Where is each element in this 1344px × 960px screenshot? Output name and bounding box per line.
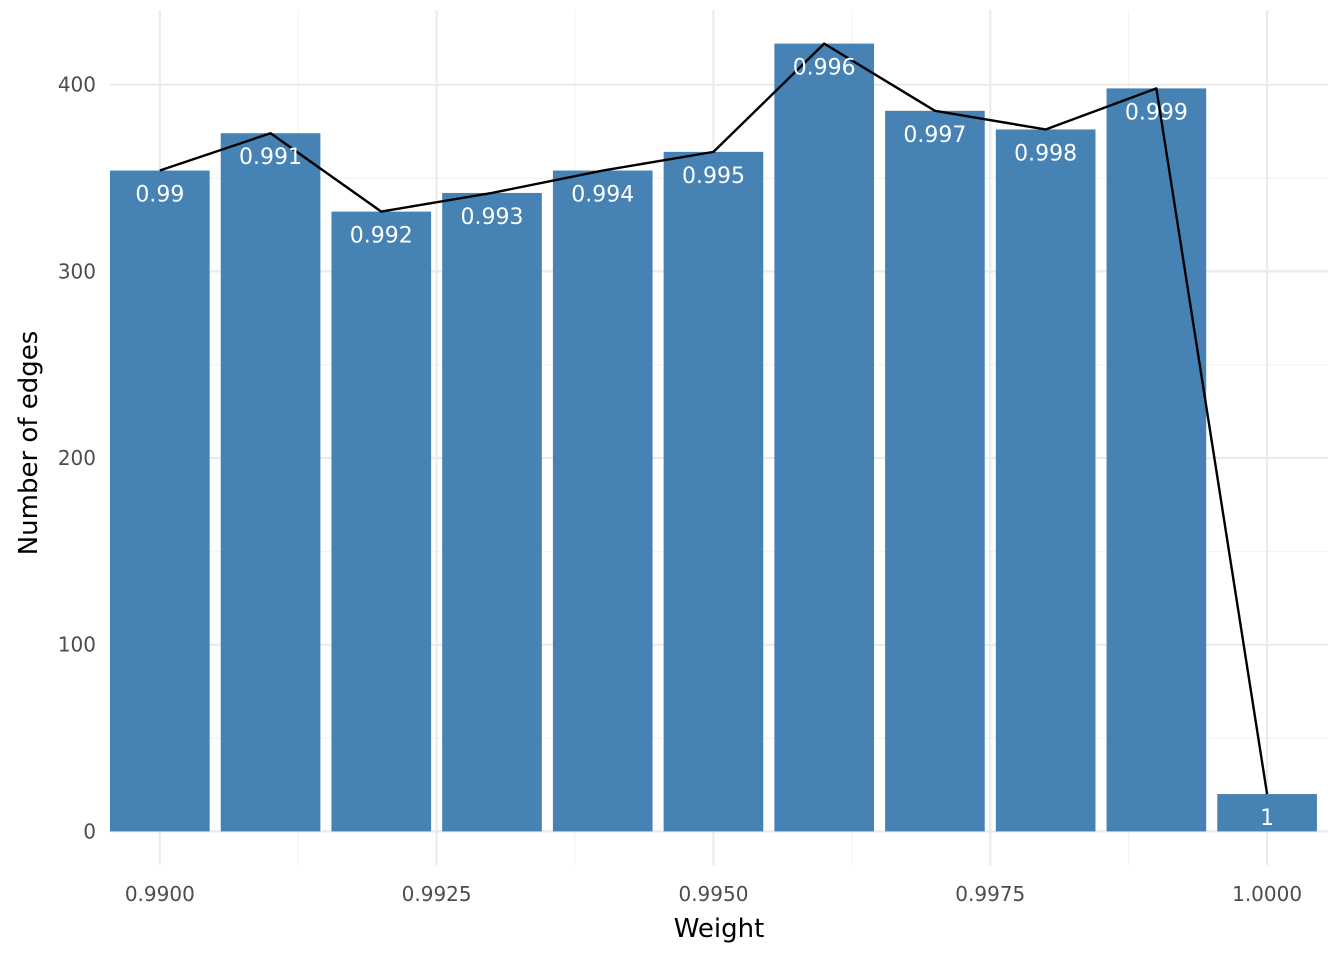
bar	[774, 43, 875, 832]
bar-value-label: 0.996	[793, 56, 856, 81]
y-tick-label: 200	[58, 446, 96, 470]
bar	[1106, 88, 1207, 832]
bar-value-label: 0.993	[461, 205, 524, 230]
bar	[552, 170, 653, 832]
bar	[220, 133, 321, 832]
bar-value-label: 0.995	[682, 164, 745, 189]
bar	[663, 151, 764, 832]
x-tick-label: 1.0000	[1232, 882, 1302, 906]
x-tick-label: 0.9975	[955, 882, 1025, 906]
bar	[442, 192, 542, 832]
bar-value-label: 0.994	[571, 183, 634, 208]
y-tick-label: 400	[58, 73, 96, 97]
bar-value-label: 0.99	[135, 183, 184, 208]
x-tick-label: 0.9925	[402, 882, 472, 906]
bar	[1217, 794, 1317, 832]
y-tick-label: 300	[58, 259, 96, 283]
x-axis-title: Weight	[674, 914, 765, 944]
x-tick-label: 0.9900	[125, 882, 195, 906]
bar	[885, 110, 985, 832]
bar-value-label: 0.999	[1125, 100, 1188, 125]
bar-value-label: 0.992	[350, 224, 413, 249]
x-tick-label: 0.9950	[678, 882, 748, 906]
bar	[995, 129, 1096, 832]
bar-value-label: 1	[1260, 806, 1274, 831]
y-tick-label: 0	[83, 819, 96, 843]
bar-value-label: 0.998	[1014, 141, 1077, 166]
bar	[110, 170, 210, 832]
bar	[331, 211, 432, 832]
y-axis-title: Number of edges	[14, 331, 44, 556]
bar-value-label: 0.991	[239, 145, 302, 170]
y-tick-label: 100	[58, 633, 96, 657]
bar-value-label: 0.997	[903, 123, 966, 148]
bar-labels: 0.99 0.991 0.992 0.993 0.994 0.995 0.996 0.997 0…	[135, 56, 1274, 831]
trend-line-group	[159, 42, 1269, 795]
axis-ticks: 0.9900 0.9925 0.9950 0.9975 1.0000 0 100 200 300…	[58, 73, 1302, 906]
bars	[110, 43, 1317, 832]
trend-line	[159, 42, 1269, 795]
